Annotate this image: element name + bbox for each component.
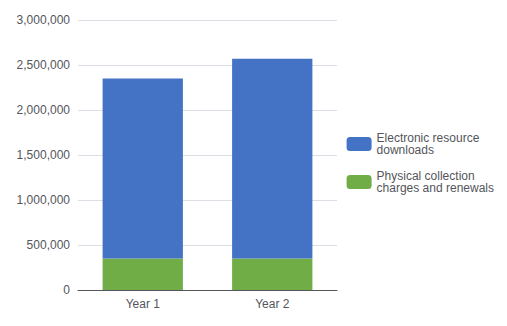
svg-text:1,000,000: 1,000,000 [17, 193, 71, 207]
svg-text:3,000,000: 3,000,000 [17, 13, 71, 27]
svg-text:500,000: 500,000 [27, 238, 71, 252]
svg-text:charges and renewals: charges and renewals [377, 181, 494, 195]
svg-text:0: 0 [63, 283, 70, 297]
svg-text:Electronic resource: Electronic resource [376, 131, 480, 145]
svg-text:2,000,000: 2,000,000 [17, 103, 71, 117]
svg-text:Year 1: Year 1 [126, 297, 161, 311]
svg-text:1,500,000: 1,500,000 [17, 148, 71, 162]
svg-text:Physical collection: Physical collection [376, 169, 475, 183]
svg-text:downloads: downloads [377, 143, 434, 157]
svg-text:2,500,000: 2,500,000 [17, 58, 71, 72]
svg-text:Year 2: Year 2 [255, 297, 290, 311]
